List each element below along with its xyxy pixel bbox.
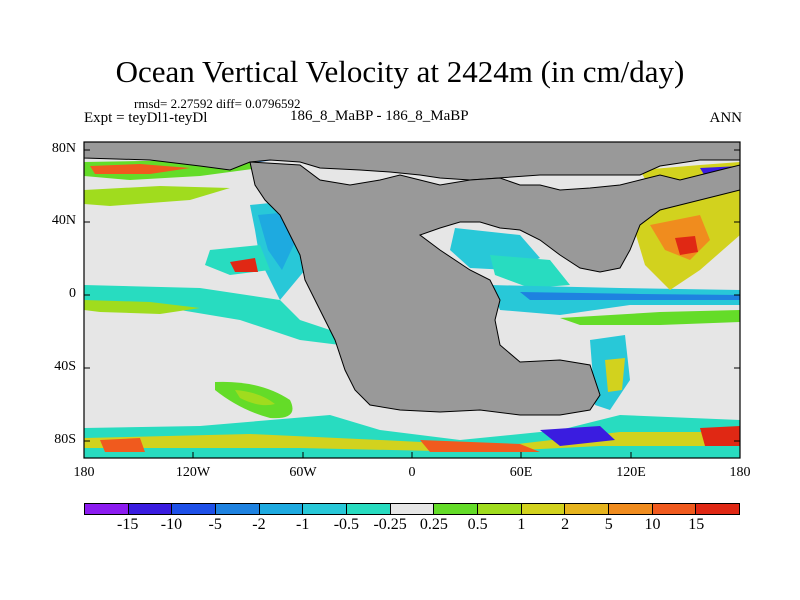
anomaly-region bbox=[560, 310, 740, 325]
anomaly-region bbox=[420, 440, 540, 452]
colorbar-label: -0.5 bbox=[333, 516, 360, 533]
colorbar-label: 15 bbox=[688, 516, 705, 533]
colorbar-label: -1 bbox=[295, 516, 310, 533]
lat-tick-label: 80S bbox=[54, 432, 76, 447]
colorbar-label: -5 bbox=[208, 516, 222, 533]
colorbar-segment bbox=[609, 504, 653, 514]
land-north bbox=[83, 141, 741, 181]
colorbar-segment bbox=[434, 504, 479, 514]
lat-tick-label: 40S bbox=[54, 359, 76, 374]
anomaly-regions bbox=[84, 146, 740, 458]
colorbar-segment bbox=[390, 504, 435, 514]
colorbar-label: 5 bbox=[604, 516, 613, 533]
anomaly-region bbox=[84, 285, 340, 345]
anomaly-region bbox=[230, 258, 258, 272]
anomaly-region bbox=[490, 255, 570, 288]
anomaly-region bbox=[235, 390, 275, 406]
lon-tick-label: 0 bbox=[408, 465, 416, 480]
lat-tick-label: 40N bbox=[51, 213, 76, 228]
season-label: ANN bbox=[709, 110, 743, 126]
land-masses bbox=[83, 141, 741, 416]
lon-tick-label: 60E bbox=[509, 465, 533, 480]
anomaly-region bbox=[605, 358, 625, 392]
anomaly-region bbox=[100, 438, 145, 452]
anomaly-region bbox=[84, 300, 200, 314]
colorbar-segment bbox=[565, 504, 610, 514]
colorbar-segment bbox=[521, 504, 566, 514]
colorbar-label: -0.25 bbox=[373, 516, 407, 533]
colorbar-label: 0.5 bbox=[467, 516, 488, 533]
anomaly-region bbox=[520, 292, 740, 300]
colorbar-label: -15 bbox=[117, 516, 139, 533]
anomaly-region bbox=[700, 426, 740, 446]
colorbar-segment bbox=[85, 504, 129, 514]
colorbar-segment bbox=[216, 504, 260, 514]
lon-tick-label: 120W bbox=[175, 465, 211, 480]
colorbar-label: 1 bbox=[517, 516, 526, 533]
anomaly-region bbox=[675, 236, 698, 255]
colorbar-segment bbox=[303, 504, 348, 514]
anomaly-region bbox=[84, 186, 230, 206]
lon-tick-label: 180 bbox=[73, 465, 95, 480]
lon-tick-label: 120E bbox=[616, 465, 646, 480]
colorbar-segment bbox=[696, 504, 740, 514]
map-subtitle: 186_8_MaBP - 186_8_MaBP bbox=[290, 108, 469, 124]
axis-ticks bbox=[83, 149, 741, 458]
anomaly-region bbox=[84, 432, 740, 452]
colorbar-label: -10 bbox=[160, 516, 183, 533]
map-title: Ocean Vertical Velocity at 2424m (in cm/… bbox=[115, 54, 685, 89]
colorbar-label: 0.25 bbox=[419, 516, 448, 533]
anomaly-region bbox=[540, 426, 615, 446]
stats-text: rmsd= 2.27592 diff= 0.0796592 bbox=[134, 96, 301, 111]
lon-tick-label: 180 bbox=[729, 465, 751, 480]
land-pangea bbox=[249, 161, 741, 416]
colorbar-segment bbox=[128, 504, 173, 514]
colorbar-segment bbox=[347, 504, 391, 514]
colorbar-label: 2 bbox=[561, 516, 570, 533]
experiment-label: Expt = teyDl1-teyDl bbox=[84, 110, 208, 126]
colorbar-label: -2 bbox=[252, 516, 266, 533]
colorbar-segment bbox=[172, 504, 217, 514]
colorbar-label: 10 bbox=[644, 516, 661, 533]
colorbar-segment bbox=[652, 504, 697, 514]
colorbar-segment bbox=[259, 504, 304, 514]
lat-tick-label: 0 bbox=[69, 286, 76, 301]
lon-tick-label: 60W bbox=[289, 465, 317, 480]
colorbar-segment bbox=[478, 504, 522, 514]
anomaly-region bbox=[90, 164, 190, 174]
colorbar bbox=[84, 503, 740, 515]
lat-tick-label: 80N bbox=[51, 141, 76, 156]
